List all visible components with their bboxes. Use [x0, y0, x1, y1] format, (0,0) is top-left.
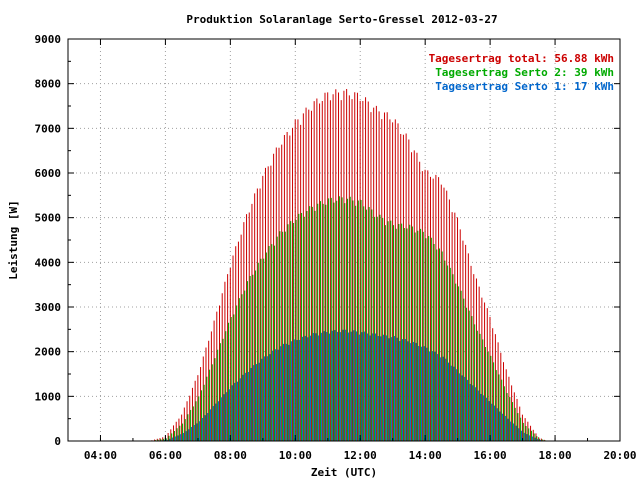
y-tick-label: 0 — [54, 435, 61, 448]
x-axis-title: Zeit (UTC) — [311, 466, 377, 479]
series-2-bars — [152, 196, 549, 441]
x-tick-label: 18:00 — [538, 449, 571, 462]
x-tick-label: 16:00 — [474, 449, 507, 462]
x-tick-label: 06:00 — [149, 449, 182, 462]
y-tick-label: 9000 — [35, 33, 62, 46]
y-axis-title: Leistung [W] — [7, 200, 20, 279]
y-tick-label: 4000 — [35, 256, 62, 269]
bars — [151, 89, 550, 441]
x-tick-label: 08:00 — [214, 449, 247, 462]
series-3-bars — [153, 329, 550, 441]
y-tick-label: 5000 — [35, 212, 62, 225]
x-tick-label: 20:00 — [603, 449, 636, 462]
y-tick-label: 2000 — [35, 346, 62, 359]
chart-title: Produktion Solaranlage Serto-Gressel 201… — [186, 13, 497, 26]
x-tick-label: 12:00 — [344, 449, 377, 462]
x-tick-label: 14:00 — [409, 449, 442, 462]
legend-entry: Tagesertrag Serto 2: 39 kWh — [435, 66, 614, 79]
x-tick-label: 10:00 — [279, 449, 312, 462]
y-tick-label: 3000 — [35, 301, 62, 314]
legend-entry: Tagesertrag total: 56.88 kWh — [429, 52, 614, 65]
y-tick-label: 7000 — [35, 122, 62, 135]
series-1-bars — [151, 89, 548, 441]
legend-entry: Tagesertrag Serto 1: 17 kWh — [435, 80, 614, 93]
y-tick-label: 1000 — [35, 390, 62, 403]
x-tick-label: 04:00 — [84, 449, 117, 462]
y-tick-label: 8000 — [35, 78, 62, 91]
legend: Tagesertrag total: 56.88 kWhTagesertrag … — [429, 52, 614, 93]
axis-ticks: 0 1000 2000 3000 4000 5000 6000 7000 8000 9000 04:… — [35, 33, 637, 462]
y-tick-label: 6000 — [35, 167, 62, 180]
